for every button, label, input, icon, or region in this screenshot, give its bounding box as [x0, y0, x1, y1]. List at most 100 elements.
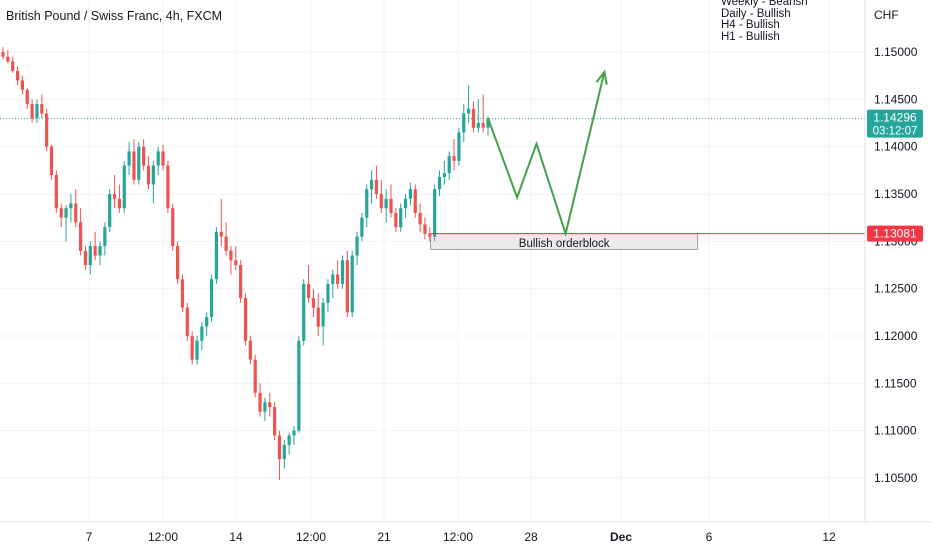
- candle-body: [467, 108, 471, 114]
- candle-body: [108, 194, 112, 228]
- orderblock-label: Bullish orderblock: [519, 238, 610, 250]
- candle-body: [345, 260, 349, 313]
- candle-body: [40, 104, 44, 114]
- candle-body: [127, 151, 131, 166]
- bias-note-weekly: Weekly - Bearish: [721, 0, 808, 8]
- candle-body: [297, 340, 301, 431]
- candle-body: [122, 165, 126, 209]
- candle-body: [433, 189, 437, 237]
- candle-body: [132, 151, 136, 180]
- candle-body: [379, 194, 383, 209]
- candle-body: [20, 80, 24, 90]
- candle-body: [326, 283, 330, 303]
- candle-body: [258, 392, 262, 412]
- candle-body: [239, 265, 243, 299]
- candle-body: [365, 189, 369, 218]
- candle-body: [166, 165, 170, 209]
- candle-body: [142, 146, 146, 166]
- grid: [0, 0, 865, 522]
- candle-body: [176, 246, 180, 280]
- y-tick-label: 1.13500: [874, 187, 918, 201]
- candle-body: [471, 108, 476, 128]
- candle-body: [35, 104, 39, 119]
- bias-note-daily: Daily - Bullish: [721, 7, 791, 20]
- candles: [1, 47, 490, 480]
- candle-body: [195, 340, 199, 360]
- candle-body: [6, 56, 10, 62]
- candle-body: [302, 283, 306, 341]
- last-price-value: 1.14296: [873, 111, 917, 125]
- bias-notes: Weekly - Bearish Daily - Bullish H4 - Bu…: [721, 0, 808, 43]
- projection-arrowhead: [595, 69, 608, 85]
- candle-body: [370, 179, 374, 190]
- candle-body: [273, 407, 277, 436]
- candle-body: [311, 298, 315, 308]
- candle-body: [103, 227, 107, 247]
- candle-body: [360, 217, 364, 237]
- candle-body: [234, 260, 238, 265]
- y-tick-label: 1.12000: [874, 329, 918, 343]
- candle-body: [112, 194, 117, 199]
- candle-body: [30, 104, 34, 119]
- candle-body: [64, 208, 68, 218]
- candle-body: [98, 246, 102, 256]
- candle-body: [384, 198, 388, 209]
- candle-body: [161, 151, 165, 166]
- x-tick-label: 7: [86, 530, 93, 544]
- y-tick-label: 1.14000: [874, 140, 918, 154]
- candle-body: [408, 189, 412, 199]
- candle-body: [180, 279, 185, 308]
- candle-body: [457, 132, 461, 161]
- candle-body: [229, 250, 233, 261]
- y-tick-label: 1.12500: [874, 282, 918, 296]
- level-badge: [867, 225, 923, 242]
- candle-body: [224, 236, 228, 251]
- candle-body: [171, 208, 175, 247]
- price-lines: [0, 118, 865, 235]
- candle-body: [331, 274, 335, 284]
- candle-body: [268, 402, 272, 407]
- candle-body: [292, 430, 296, 436]
- candle-body: [69, 203, 73, 209]
- y-tick-label: 1.15000: [874, 45, 918, 59]
- candle-body: [93, 246, 97, 256]
- candle-body: [79, 222, 83, 251]
- candle-body: [59, 208, 63, 218]
- currency-label: CHF: [874, 8, 899, 22]
- candle-body: [423, 224, 427, 234]
- candle-body: [442, 173, 446, 177]
- bias-note-h1: H1 - Bullish: [721, 30, 780, 43]
- candle-body: [394, 212, 398, 228]
- x-tick-label: Dec: [610, 530, 632, 544]
- candle-body: [428, 233, 432, 237]
- candle-body: [447, 156, 451, 174]
- candle-body: [340, 260, 345, 284]
- candle-body: [277, 435, 282, 460]
- candle-body: [185, 307, 189, 336]
- y-tick-label: 1.11000: [874, 424, 917, 438]
- orderblock-zone: Bullish orderblock: [430, 233, 699, 250]
- candle-body: [486, 119, 490, 128]
- candle-body: [481, 123, 485, 128]
- bias-note-h4: H4 - Bullish: [721, 19, 780, 32]
- candle-body: [316, 307, 320, 327]
- x-tick-label: 12:00: [296, 530, 326, 544]
- y-tick-label: 1.11500: [874, 376, 917, 390]
- candle-body: [15, 70, 20, 81]
- candle-body: [403, 198, 408, 209]
- candle-body: [49, 146, 54, 176]
- candle-body: [321, 302, 325, 327]
- candle-body: [1, 52, 5, 57]
- last-price-badge: [867, 109, 923, 138]
- candle-body: [418, 212, 422, 225]
- candle-body: [219, 231, 223, 237]
- x-tick-label: 12:00: [443, 530, 473, 544]
- candle-body: [137, 146, 141, 180]
- candle-body: [452, 156, 456, 161]
- candle-body: [413, 189, 417, 213]
- candle-body: [200, 326, 204, 341]
- candle-body: [287, 435, 291, 445]
- candle-body: [306, 283, 311, 299]
